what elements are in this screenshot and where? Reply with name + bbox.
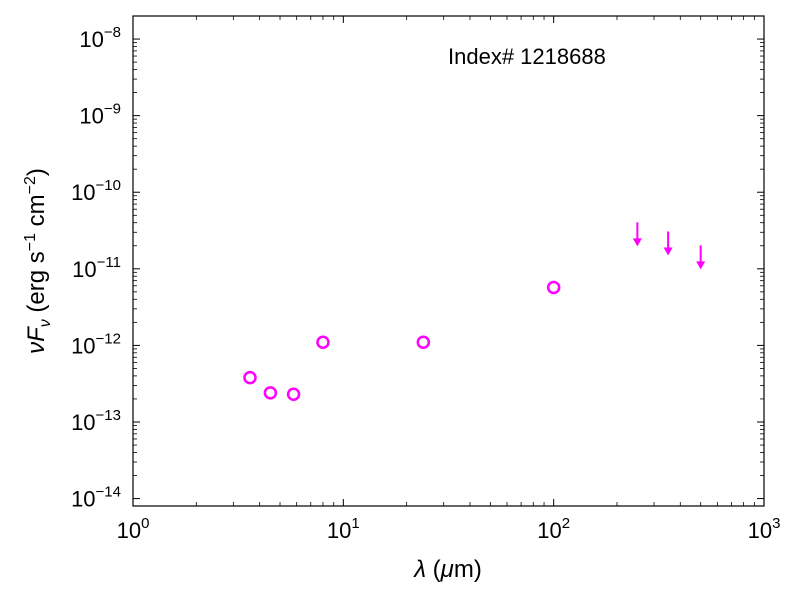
y-axis-label-F: F	[23, 326, 50, 342]
data-point-circle	[263, 386, 278, 400]
y-axis-label-exp1: −1	[22, 233, 39, 251]
x-tick-label: 101	[327, 515, 360, 543]
x-tick-label: 102	[537, 515, 570, 543]
data-point-circle	[243, 370, 257, 385]
axis-ticks	[132, 15, 765, 506]
x-tick-label: 103	[748, 515, 781, 543]
upper-limit-arrow-head	[632, 238, 642, 247]
upper-limit-arrow-head	[663, 247, 673, 256]
chart-annotation: Index# 1218688	[448, 44, 606, 69]
y-tick-label: 10−8	[79, 24, 121, 52]
y-tick-label: 10−13	[71, 407, 121, 435]
plot-area: 100 101 102 103 10−14 10−13 10−12 10−11 10−10 10−…	[71, 15, 780, 543]
y-tick-label: 10−9	[79, 101, 121, 129]
data-point-circle	[286, 387, 301, 402]
data-markers	[243, 222, 706, 402]
x-axis-label-symbol: λ	[412, 556, 426, 583]
y-axis-label-nu: ν	[23, 342, 50, 354]
y-tick-label: 10−14	[71, 484, 121, 512]
axes-frame	[132, 15, 765, 507]
x-axis-label-unit-open: (	[426, 556, 441, 583]
y-tick-label: 10−12	[71, 330, 121, 358]
upper-limit-arrow	[696, 245, 706, 270]
y-axis-label-exp2: −2	[22, 176, 39, 194]
y-tick-label: 10−10	[71, 177, 121, 205]
y-axis-label: νFν (erg s−1 cm−2)	[22, 168, 54, 354]
y-axis-label-unit-a: (erg s	[23, 251, 50, 319]
y-axis-label-unit-c: )	[23, 168, 50, 176]
data-point-circle	[416, 335, 431, 349]
upper-limit-arrow-head	[696, 261, 706, 270]
x-axis-label: λ (μm)	[412, 556, 482, 583]
y-tick-label: 10−11	[72, 254, 121, 282]
x-axis-label-unit-rest: m)	[454, 556, 482, 583]
x-tick-label: 100	[117, 515, 150, 543]
upper-limit-arrow	[632, 222, 642, 247]
upper-limit-arrow	[663, 231, 673, 256]
y-axis-label-unit-b: cm	[23, 194, 50, 233]
axis-tick-labels: 100 101 102 103 10−14 10−13 10−12 10−11 10−10 10−…	[71, 24, 780, 543]
data-point-circle	[316, 335, 330, 349]
data-point-circle	[546, 280, 561, 295]
y-axis-label-sub: ν	[37, 319, 54, 327]
x-axis-label-unit-mu: μ	[440, 556, 454, 583]
